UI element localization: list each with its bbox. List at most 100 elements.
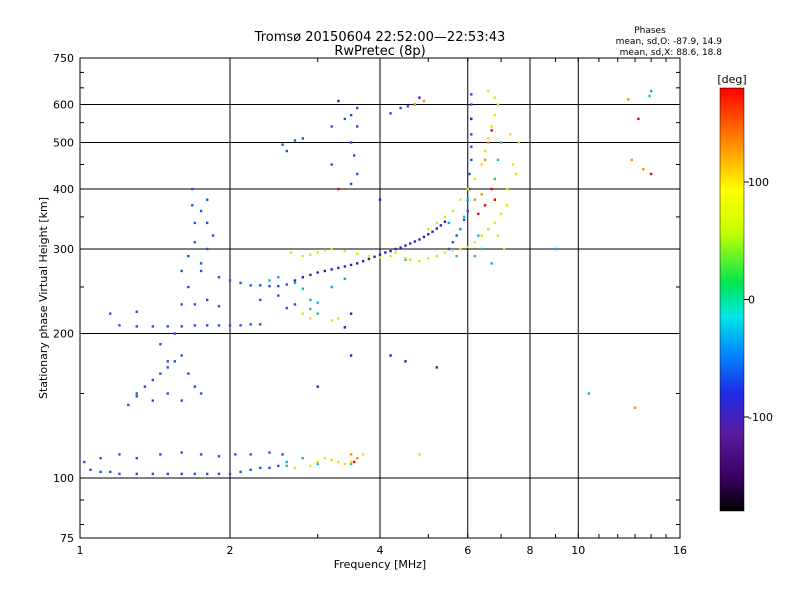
data-point (159, 372, 162, 375)
data-point (301, 254, 305, 258)
data-point (427, 227, 430, 231)
data-point (399, 246, 402, 249)
data-point (505, 204, 509, 207)
data-point (234, 453, 237, 456)
y-tick-label: 75 (60, 532, 74, 545)
data-point (173, 360, 177, 363)
data-point (480, 247, 483, 251)
data-point (459, 247, 462, 251)
y-tick-label: 300 (53, 243, 74, 256)
y-tick-label: 750 (53, 52, 74, 65)
data-point (435, 227, 438, 230)
data-point (483, 204, 487, 207)
data-point (490, 125, 493, 128)
data-point (135, 456, 138, 460)
data-point (118, 472, 121, 476)
data-point (496, 103, 500, 106)
data-point (135, 395, 138, 398)
data-point (378, 256, 382, 259)
data-point (455, 254, 458, 258)
data-point (285, 306, 288, 310)
data-point (309, 307, 312, 311)
data-point (330, 163, 333, 166)
data-point (493, 177, 497, 181)
data-point (447, 247, 451, 251)
y-tick-label: 400 (53, 183, 74, 196)
data-point (205, 198, 209, 201)
data-point (217, 455, 221, 458)
data-point (316, 251, 319, 254)
data-point (217, 276, 221, 279)
data-point (330, 458, 333, 462)
data-point (293, 281, 297, 285)
data-point (367, 254, 371, 258)
data-point (349, 141, 353, 144)
colorbar-tick-label: 100 (748, 176, 769, 189)
data-point (431, 230, 434, 233)
data-point (289, 251, 293, 254)
data-point (389, 249, 392, 253)
data-point (455, 234, 458, 237)
data-point (228, 324, 232, 327)
data-point (343, 326, 347, 329)
data-point (301, 287, 305, 290)
data-point (285, 283, 288, 286)
data-point (343, 277, 347, 281)
data-point (180, 325, 183, 328)
data-point (418, 259, 421, 263)
x-tick-label: 8 (527, 544, 534, 557)
data-point (211, 234, 215, 237)
data-point (451, 240, 455, 244)
data-point (496, 234, 500, 237)
data-point (135, 325, 138, 328)
data-point (316, 460, 319, 464)
data-point (337, 317, 340, 320)
data-point (490, 262, 493, 265)
data-point (180, 269, 183, 273)
data-point (228, 279, 232, 282)
colorbar (719, 87, 745, 512)
data-point (462, 218, 466, 222)
data-point (205, 472, 209, 476)
data-point (309, 317, 312, 320)
data-point (349, 462, 353, 466)
data-point (99, 456, 102, 460)
data-point (487, 89, 490, 93)
data-point (470, 145, 473, 148)
data-point (499, 212, 503, 216)
x-tick-label: 4 (377, 544, 384, 557)
data-point (499, 141, 503, 144)
x-tick-label: 1 (77, 544, 84, 557)
data-point (480, 163, 483, 166)
data-point (180, 399, 183, 402)
data-point (487, 227, 490, 231)
data-point (191, 187, 194, 191)
data-point (193, 303, 197, 306)
data-point (439, 224, 443, 227)
data-point (511, 163, 515, 166)
data-point (477, 234, 480, 237)
data-point (468, 187, 471, 191)
data-point (394, 247, 397, 251)
data-point (451, 249, 455, 252)
data-point (470, 93, 473, 96)
data-point (349, 354, 353, 357)
data-point (462, 215, 466, 219)
data-point (413, 103, 417, 106)
phases-title: Phases (634, 26, 666, 36)
data-point (378, 253, 382, 256)
data-point (435, 366, 438, 369)
data-point (205, 324, 209, 327)
data-point (349, 182, 353, 186)
data-point (309, 298, 312, 302)
data-point (199, 269, 203, 273)
data-point (239, 324, 242, 327)
data-point (228, 472, 232, 476)
data-point (249, 453, 252, 456)
data-point (109, 312, 112, 315)
data-point (217, 324, 221, 327)
data-point (330, 319, 333, 322)
data-point (249, 468, 252, 472)
data-point (637, 117, 640, 121)
data-point (259, 466, 262, 470)
